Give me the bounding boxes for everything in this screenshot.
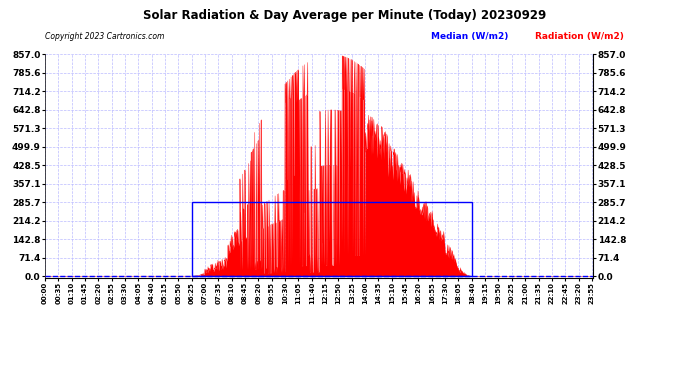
Text: Radiation (W/m2): Radiation (W/m2)	[535, 32, 624, 41]
Bar	[192, 202, 472, 276]
Text: Median (W/m2): Median (W/m2)	[431, 32, 509, 41]
Text: Solar Radiation & Day Average per Minute (Today) 20230929: Solar Radiation & Day Average per Minute…	[144, 9, 546, 22]
Text: Copyright 2023 Cartronics.com: Copyright 2023 Cartronics.com	[45, 32, 164, 41]
